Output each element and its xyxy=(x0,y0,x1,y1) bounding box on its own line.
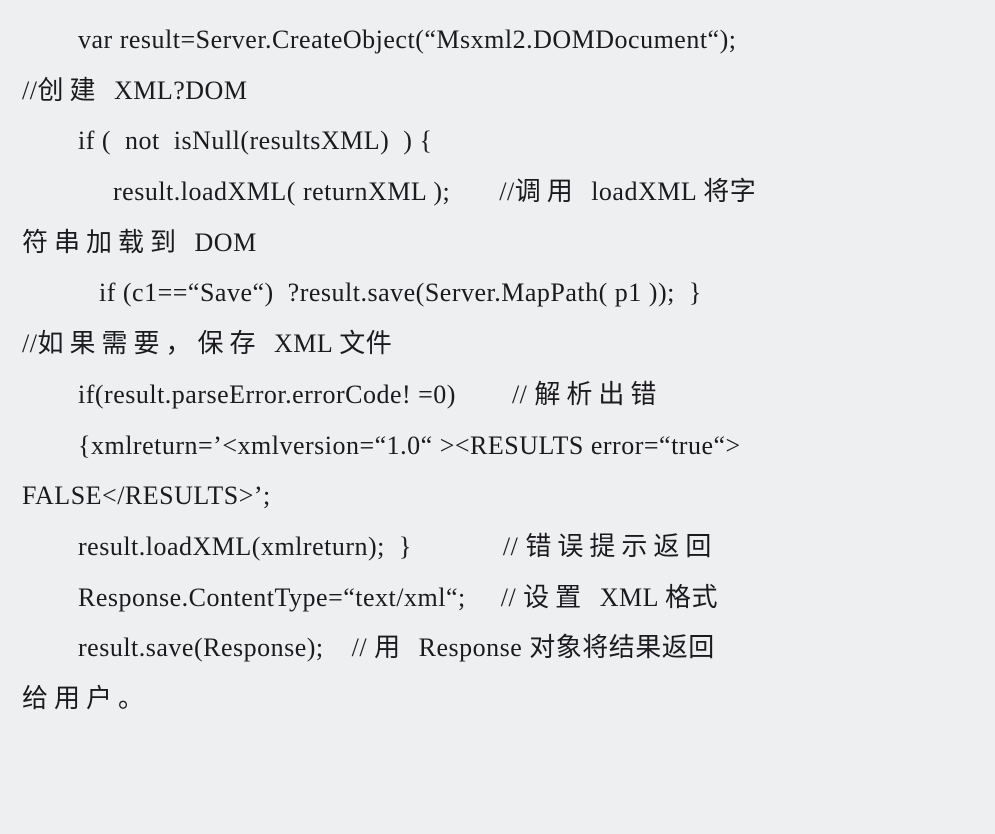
code-text: if (c1==“Save“) ?result.save(Server.MapP… xyxy=(99,278,702,307)
code-cjk: 给用户。 xyxy=(22,684,150,713)
code-text: XML 文件 xyxy=(274,329,392,358)
code-cjk: 创建 xyxy=(37,76,114,105)
code-line: 给用户。 xyxy=(22,674,965,725)
code-text: if ( not isNull(resultsXML) ) { xyxy=(78,126,432,155)
code-text: // xyxy=(22,329,37,358)
code-cjk: 如果需要，保存 xyxy=(37,329,274,358)
indent xyxy=(22,633,78,662)
indent xyxy=(22,126,78,155)
code-line: result.loadXML(xmlreturn); } // 错误提示返回 xyxy=(22,522,965,573)
code-line: //如果需要，保存 XML 文件 xyxy=(22,319,965,370)
code-line: FALSE</RESULTS>’; xyxy=(22,471,965,522)
code-cjk: 设置 xyxy=(523,583,600,612)
code-text: {xmlreturn=’<xmlversion=“1.0“ ><RESULTS … xyxy=(78,431,741,460)
code-line: result.loadXML( returnXML ); //调用 loadXM… xyxy=(22,167,965,218)
code-line: {xmlreturn=’<xmlversion=“1.0“ ><RESULTS … xyxy=(22,421,965,472)
indent xyxy=(22,380,78,409)
indent xyxy=(22,583,78,612)
code-line: //创建 XML?DOM xyxy=(22,66,965,117)
code-page: var result=Server.CreateObject(“Msxml2.D… xyxy=(0,0,995,834)
indent xyxy=(22,431,78,460)
code-line: var result=Server.CreateObject(“Msxml2.D… xyxy=(22,15,965,66)
code-cjk: 用 xyxy=(374,633,419,662)
code-text: FALSE</RESULTS>’; xyxy=(22,481,271,510)
code-text: loadXML 将字 xyxy=(591,177,756,206)
code-line: if (c1==“Save“) ?result.save(Server.MapP… xyxy=(22,268,965,319)
code-line: if(result.parseError.errorCode! =0) // 解… xyxy=(22,370,965,421)
code-text: Response 对象将结果返回 xyxy=(419,633,715,662)
code-line: Response.ContentType=“text/xml“; // 设置 X… xyxy=(22,573,965,624)
indent xyxy=(22,177,113,206)
indent xyxy=(22,532,78,561)
indent xyxy=(22,278,99,307)
code-text: XML 格式 xyxy=(600,583,718,612)
code-text: DOM xyxy=(195,228,257,257)
code-line: 符串加载到 DOM xyxy=(22,218,965,269)
code-text: var result=Server.CreateObject(“Msxml2.D… xyxy=(78,25,736,54)
code-cjk: 解析出错 xyxy=(534,380,662,409)
code-text: if(result.parseError.errorCode! =0) // xyxy=(78,380,534,409)
code-cjk: 符串加载到 xyxy=(22,228,195,257)
indent xyxy=(22,25,78,54)
code-line: if ( not isNull(resultsXML) ) { xyxy=(22,116,965,167)
code-line: result.save(Response); // 用 Response 对象将… xyxy=(22,623,965,674)
code-text: result.loadXML( returnXML ); // xyxy=(113,177,515,206)
code-cjk: 错误提示返回 xyxy=(525,532,717,561)
code-text: result.save(Response); // xyxy=(78,633,374,662)
code-text: result.loadXML(xmlreturn); } // xyxy=(78,532,525,561)
code-text: XML?DOM xyxy=(114,76,248,105)
code-text: Response.ContentType=“text/xml“; // xyxy=(78,583,523,612)
code-cjk: 调用 xyxy=(515,177,592,206)
code-text: // xyxy=(22,76,37,105)
